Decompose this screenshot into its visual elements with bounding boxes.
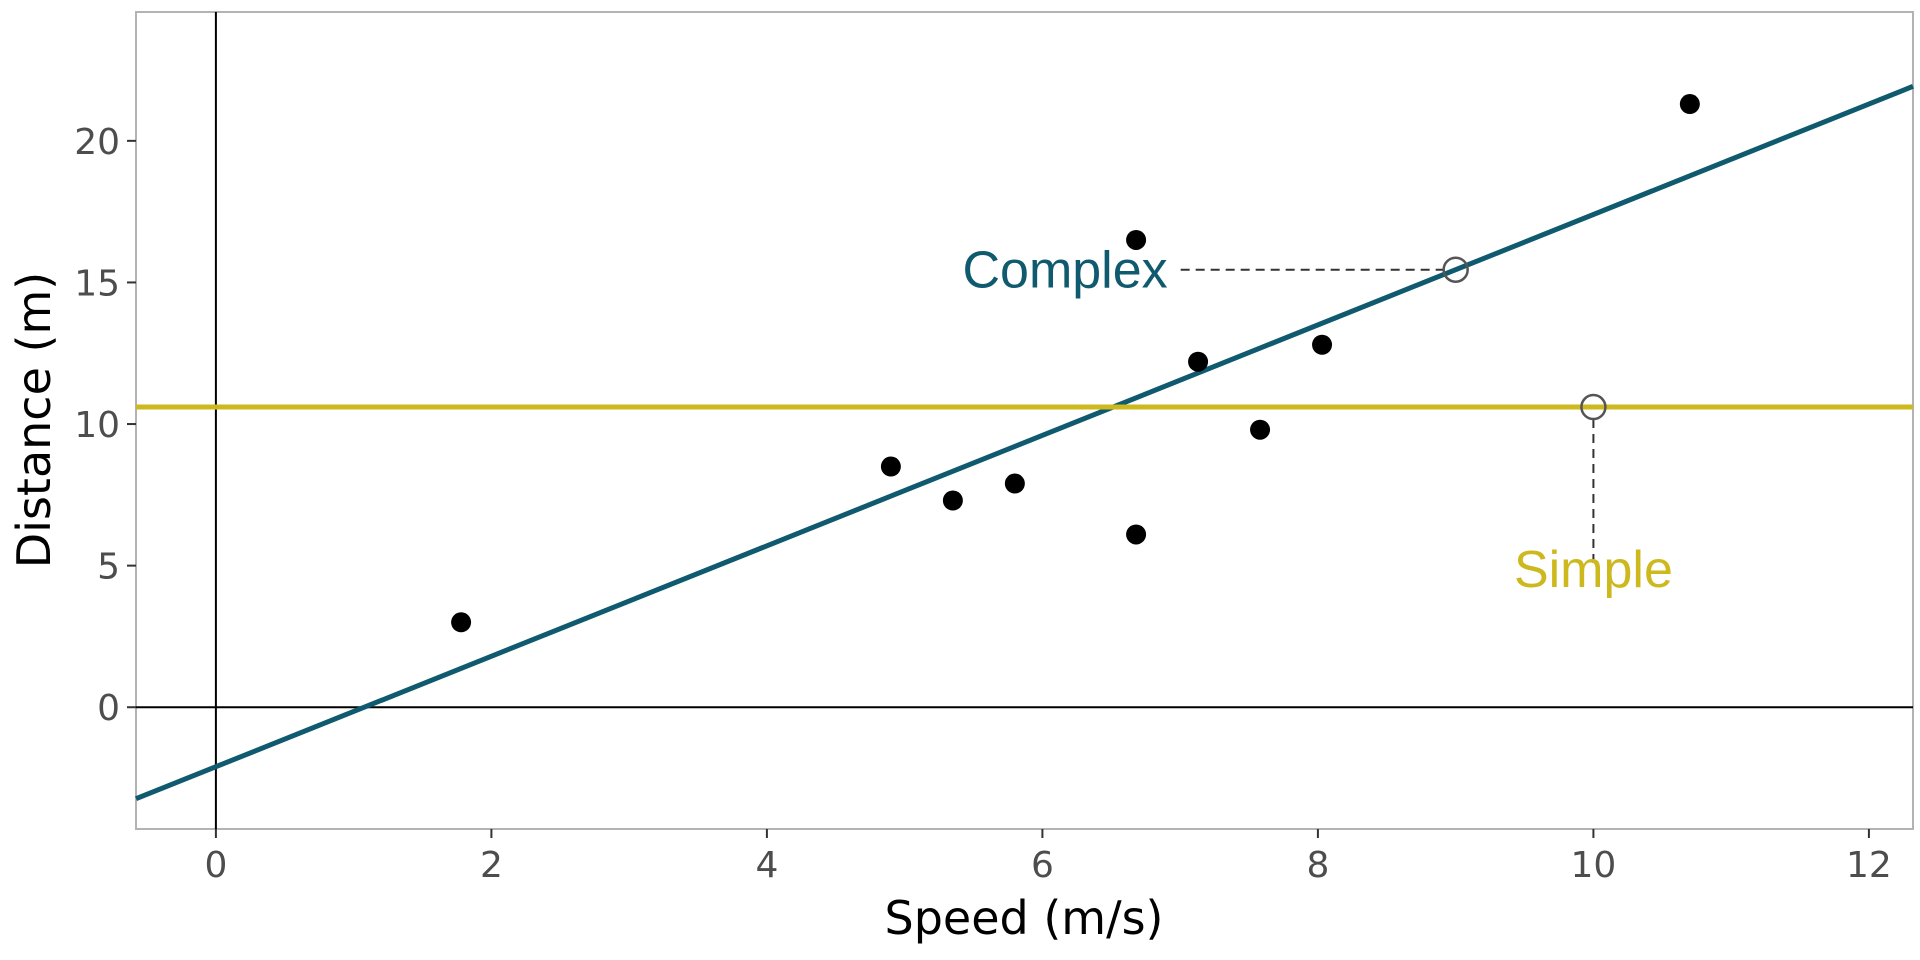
plot-panel — [135, 11, 1914, 830]
reference-lines — [136, 12, 1913, 829]
x-axis-title: Speed (m/s) — [885, 891, 1164, 945]
data-point — [1679, 94, 1700, 115]
x-tick-label: 0 — [204, 845, 227, 886]
model-lines — [135, 84, 1914, 802]
y-tick-label: 20 — [74, 122, 120, 163]
annotation-connectors — [1180, 268, 1595, 568]
x-tick-label: 10 — [1571, 845, 1617, 886]
simple-highlight-point — [1580, 393, 1607, 421]
data-point — [942, 490, 963, 511]
x-tick-label: 8 — [1306, 845, 1329, 886]
complex-model-label: Complex — [962, 242, 1167, 300]
highlight-points — [1442, 256, 1607, 421]
y-tick-label: 10 — [74, 405, 120, 446]
y-axis-title: Distance (m) — [7, 272, 61, 568]
y-tick-label: 15 — [74, 263, 120, 304]
y-tick-label: 5 — [97, 547, 120, 588]
data-point — [1188, 351, 1209, 372]
axes: 0 2 4 6 8 10 12 0 5 10 15 20 — [74, 122, 1892, 886]
x-tick-label: 4 — [755, 845, 778, 886]
data-point — [1126, 229, 1147, 250]
data-point — [451, 612, 472, 633]
complex-highlight-point — [1442, 256, 1469, 283]
x-tick-label: 6 — [1031, 845, 1054, 886]
data-point — [1126, 524, 1147, 545]
x-tick-label: 12 — [1846, 845, 1892, 886]
y-tick-label: 0 — [97, 688, 120, 729]
data-point — [880, 456, 901, 477]
data-points — [451, 94, 1700, 633]
data-point — [1312, 334, 1333, 355]
complex-model-line — [135, 84, 1914, 802]
x-tick-label: 2 — [480, 845, 503, 886]
simple-model-label: Simple — [1514, 541, 1673, 599]
data-point — [1004, 473, 1025, 494]
data-point — [1250, 419, 1271, 440]
